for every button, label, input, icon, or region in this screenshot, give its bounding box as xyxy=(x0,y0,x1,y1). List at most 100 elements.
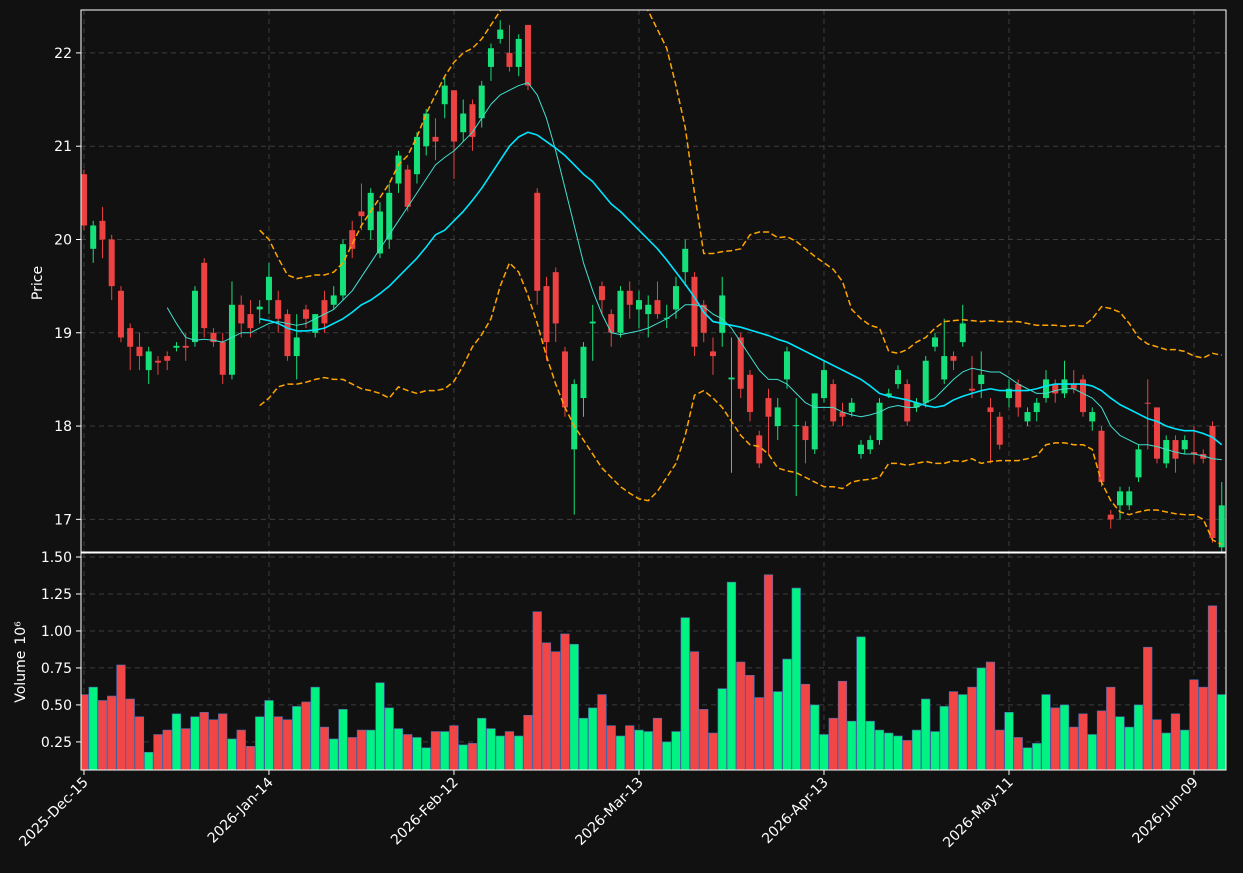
volume-bar xyxy=(245,746,256,770)
candle-body xyxy=(145,351,152,371)
volume-bar xyxy=(560,633,570,770)
volume-bar xyxy=(384,707,394,770)
candle-body xyxy=(719,295,726,333)
volume-bar xyxy=(958,694,968,770)
volume-bar xyxy=(301,701,311,770)
volume-bar xyxy=(634,729,644,770)
volume-bar xyxy=(1133,704,1144,770)
volume-bar xyxy=(791,587,801,770)
volume-bar xyxy=(699,709,709,770)
volume-bar xyxy=(430,731,441,770)
volume-bar xyxy=(319,726,330,770)
volume-bar xyxy=(911,729,922,770)
y-tick-label: 0.75 xyxy=(41,661,72,677)
volume-bar xyxy=(921,698,931,770)
y-tick-label: 0.50 xyxy=(41,698,72,714)
volume-bar xyxy=(939,706,949,770)
volume-bar xyxy=(689,651,700,770)
y-tick-label: 1.00 xyxy=(41,624,72,640)
volume-bar xyxy=(736,661,746,770)
candle-body xyxy=(136,346,143,357)
volume-bar xyxy=(181,728,191,770)
volume-bar xyxy=(782,658,792,770)
candle-body xyxy=(469,104,476,137)
candle-body xyxy=(1126,491,1133,506)
candle-body xyxy=(164,356,171,361)
candle-body xyxy=(867,440,874,450)
volume-bar xyxy=(643,731,653,770)
candle-body xyxy=(765,398,772,417)
candle-body xyxy=(857,444,864,455)
volume-bar xyxy=(1050,707,1060,770)
volume-bar xyxy=(773,691,783,770)
volume-bar xyxy=(902,740,912,770)
volume-bar xyxy=(680,617,690,770)
candle-body xyxy=(201,262,208,329)
candle-body xyxy=(349,230,356,249)
candle-body xyxy=(506,52,513,67)
volume-bar xyxy=(1032,743,1042,770)
volume-bar xyxy=(264,700,274,770)
volume-bar xyxy=(1124,726,1134,770)
volume-bar xyxy=(541,642,552,770)
candle-body xyxy=(904,384,911,422)
candle-body xyxy=(413,136,420,175)
candle-body xyxy=(321,300,328,324)
candle-body xyxy=(580,346,587,399)
overlay-line xyxy=(259,262,1223,546)
y-tick-label: 21 xyxy=(54,139,72,155)
candle-body xyxy=(534,192,541,291)
candle-body xyxy=(941,356,948,380)
volume-bar xyxy=(523,714,533,770)
volume-bar xyxy=(1115,716,1125,770)
volume-bar xyxy=(967,686,977,770)
volume-bar xyxy=(208,719,219,770)
candle-body xyxy=(848,402,855,413)
candle-body xyxy=(617,290,624,333)
candle-body xyxy=(302,309,309,319)
volume-bar xyxy=(467,743,478,770)
candle-body xyxy=(191,290,198,343)
candle-body xyxy=(922,360,929,403)
volume-bar xyxy=(1152,719,1162,770)
candle-body xyxy=(783,351,790,380)
volume-bar xyxy=(606,725,616,770)
volume-bar xyxy=(1013,737,1023,770)
candle-body xyxy=(1098,430,1105,483)
candle-body xyxy=(1070,384,1077,389)
candle-body xyxy=(774,407,781,427)
volume-bar xyxy=(1096,710,1107,770)
candle-body xyxy=(1190,452,1197,455)
candle-body xyxy=(571,384,578,450)
volume-bar xyxy=(421,747,431,770)
candle-body xyxy=(682,248,689,273)
volume-bar xyxy=(366,729,376,770)
candle-body xyxy=(173,345,180,348)
candle-body xyxy=(478,85,485,119)
candle-body xyxy=(1015,384,1022,408)
volume-bar xyxy=(597,694,607,770)
candle-body xyxy=(1033,402,1040,413)
volume-bar xyxy=(375,682,385,770)
candle-body xyxy=(1107,514,1114,520)
candle-body xyxy=(432,136,439,142)
candle-body xyxy=(376,211,383,254)
volume-bar xyxy=(449,725,459,770)
candle-body xyxy=(672,286,679,310)
volume-bar xyxy=(1170,713,1181,770)
volume-bar xyxy=(116,664,126,770)
candle-body xyxy=(756,435,763,464)
volume-bar xyxy=(819,734,829,770)
volume-bar xyxy=(356,729,367,770)
candle-body xyxy=(524,24,531,86)
volume-bar xyxy=(477,717,487,770)
candle-body xyxy=(99,220,106,240)
candle-body xyxy=(1024,412,1031,422)
candle-body xyxy=(802,426,809,441)
volume-bar xyxy=(847,720,857,770)
volume-bar xyxy=(347,737,357,770)
volume-bar xyxy=(329,738,339,770)
volume-bar xyxy=(458,744,468,770)
volume-bar xyxy=(1004,712,1014,770)
